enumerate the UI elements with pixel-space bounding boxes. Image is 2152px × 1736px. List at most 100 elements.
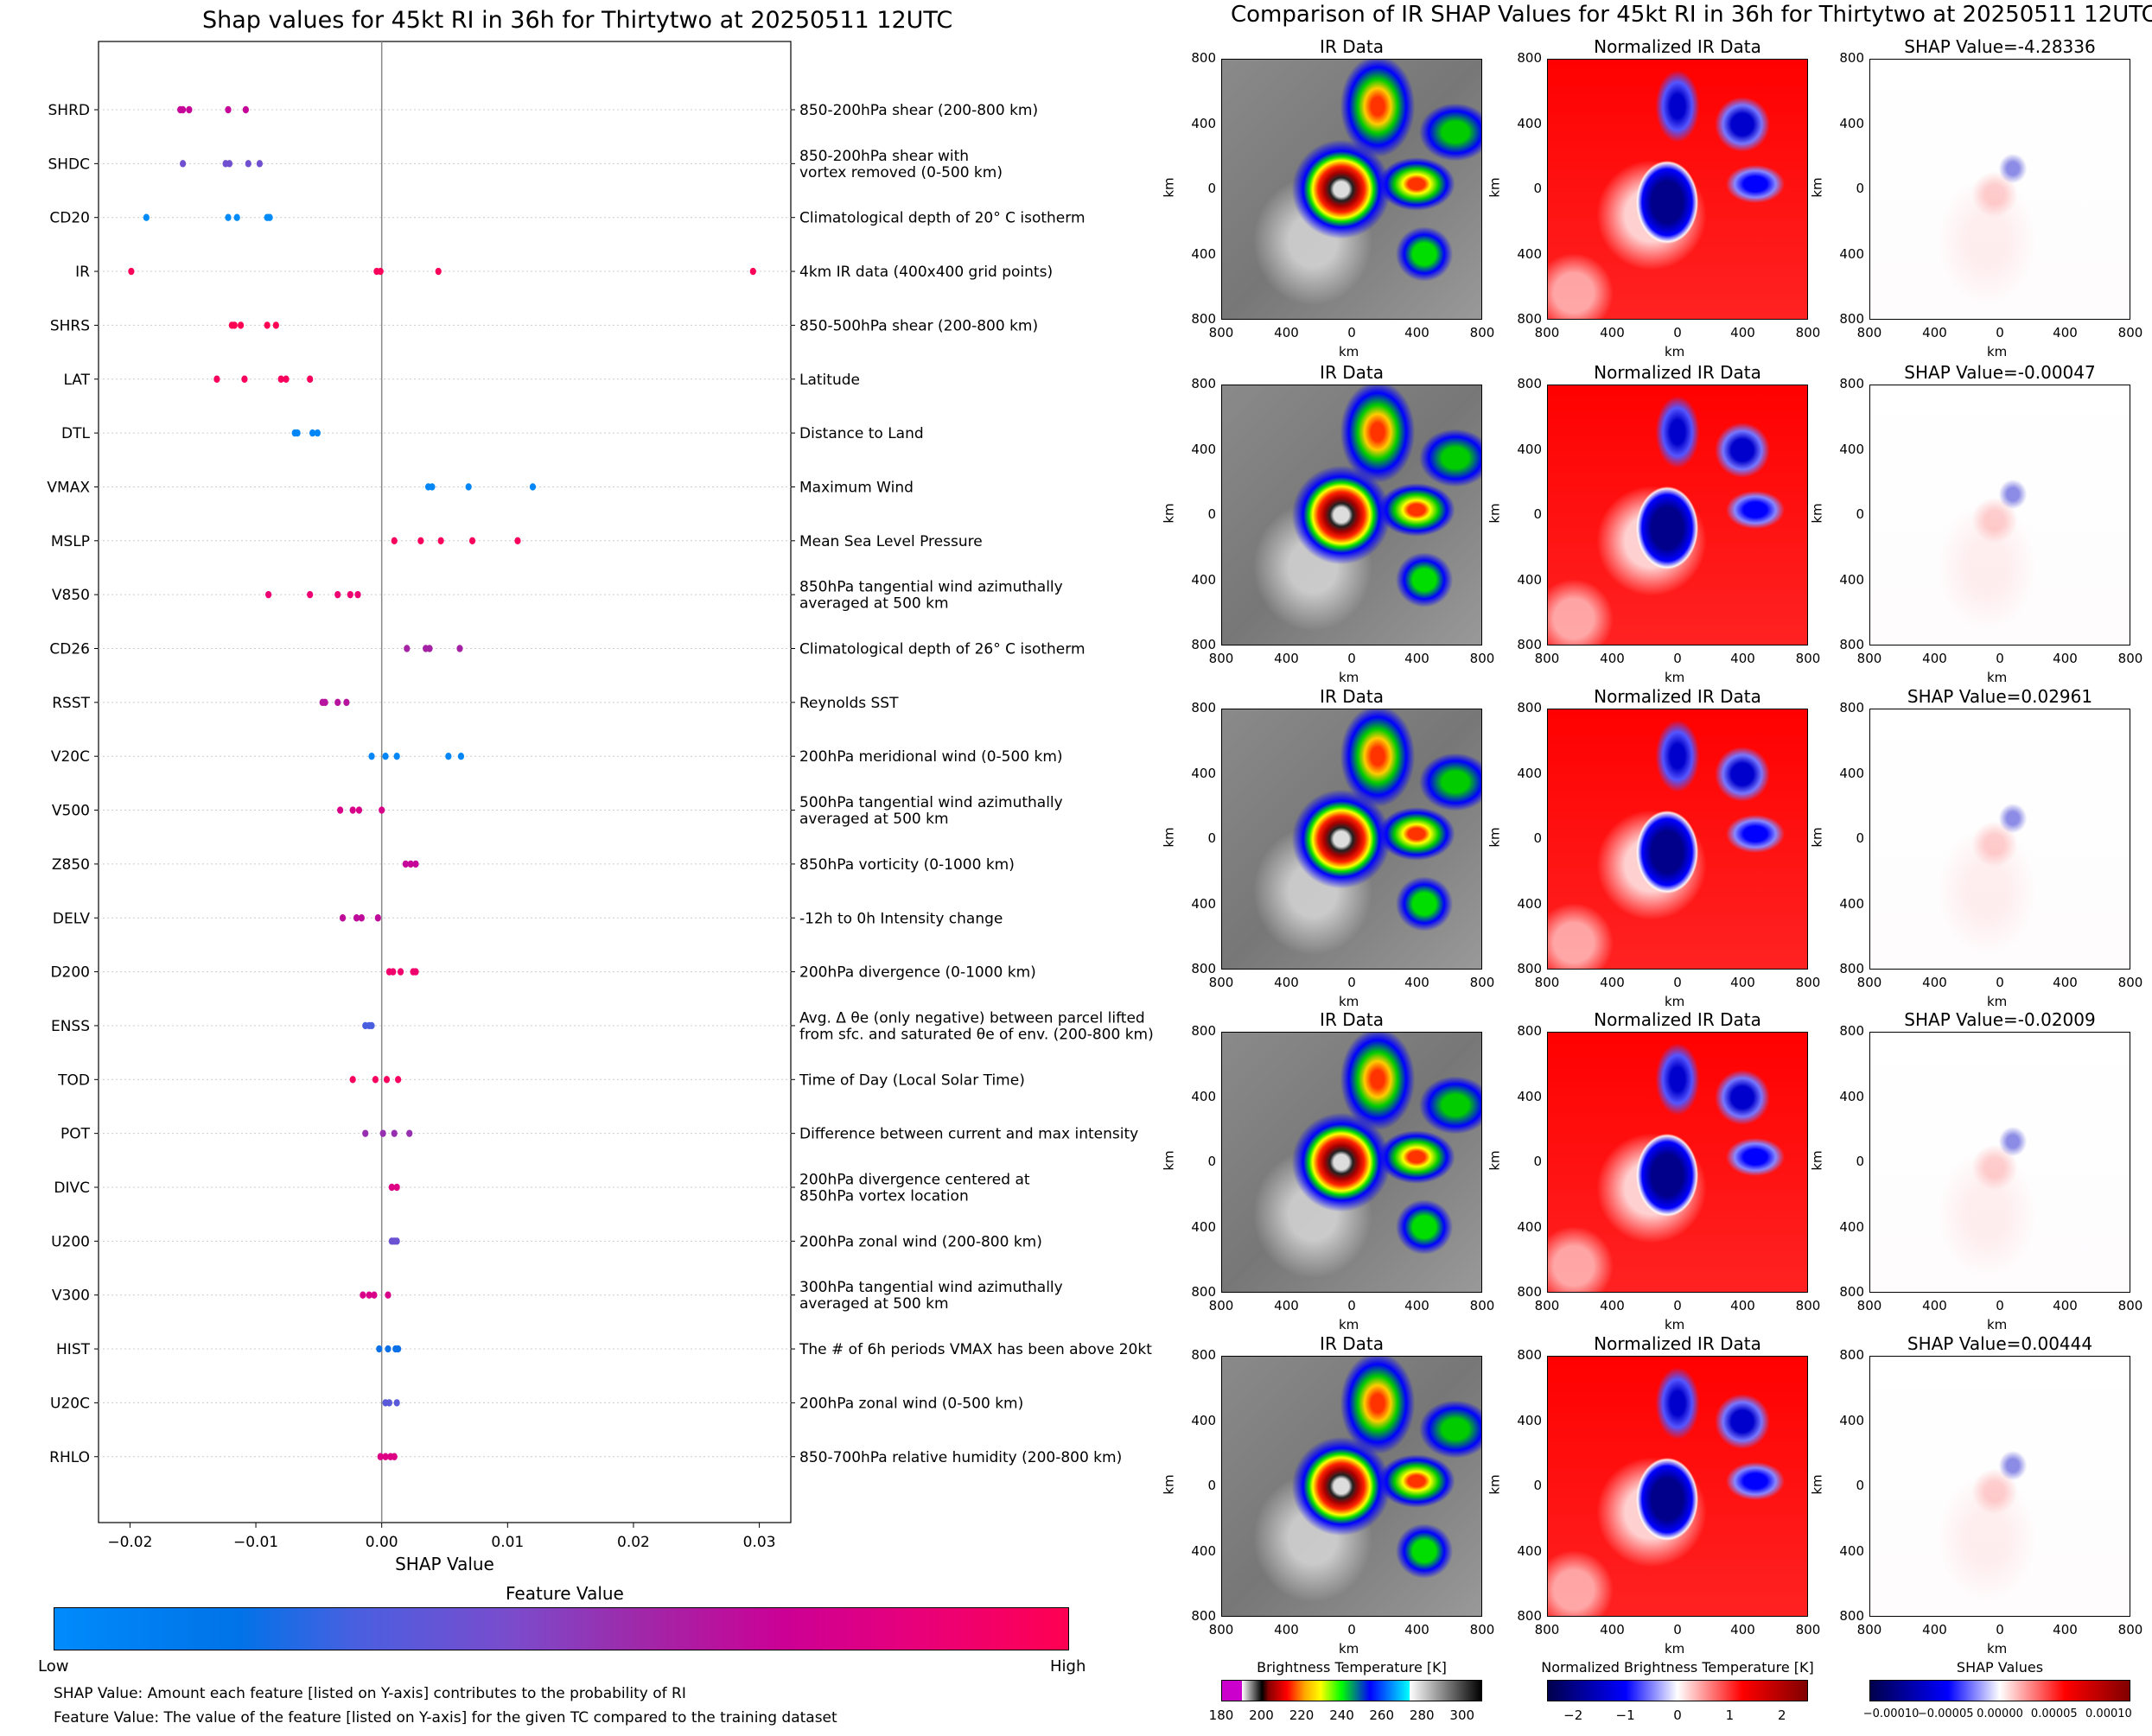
shap-dot <box>349 806 356 814</box>
panel-title: IR Data <box>1320 362 1384 383</box>
feature-description: 850hPa vortex location <box>799 1188 969 1205</box>
y-tick-label: 800 <box>1839 376 1864 391</box>
shap-dot <box>426 645 433 652</box>
shap-dot <box>242 105 249 114</box>
feature-label: TOD <box>57 1071 90 1089</box>
shap-dot <box>128 267 135 276</box>
shap-map-image <box>1869 709 2130 970</box>
feature-description: 200hPa zonal wind (0-500 km) <box>799 1395 1023 1412</box>
feature-description: 200hPa divergence centered at <box>799 1172 1030 1189</box>
colorbar-tick-label: 200 <box>1249 1707 1274 1723</box>
x-tick-label: 800 <box>1534 1298 1560 1313</box>
x-tick-label: 400 <box>1274 975 1299 990</box>
shap-dot <box>456 645 463 652</box>
shap-dot <box>391 537 398 544</box>
x-tick-label: 400 <box>1600 1298 1625 1313</box>
x-tick-label: 400 <box>1404 1622 1429 1637</box>
x-axis-label: km <box>1339 1317 1359 1332</box>
feature-description: 850-700hPa relative humidity (200-800 km… <box>799 1449 1122 1466</box>
feature-value-colorbar <box>54 1607 1069 1650</box>
x-tick-label: 0 <box>1673 651 1682 666</box>
shap-dot <box>393 753 400 760</box>
feature-label: HIST <box>56 1341 91 1358</box>
x-tick-label: 800 <box>1856 1298 1882 1313</box>
y-tick-label: 800 <box>1517 1023 1542 1039</box>
y-axis-label: km <box>1487 1474 1503 1495</box>
feature-label: SHRS <box>50 317 90 334</box>
shap-dot <box>417 537 424 544</box>
y-tick-label: 0 <box>1207 506 1216 522</box>
shap-dot <box>406 1129 413 1137</box>
y-tick-label: 400 <box>1191 441 1216 457</box>
ir-data-image <box>1221 709 1482 970</box>
y-tick-label: 0 <box>1207 1478 1216 1493</box>
y-tick-label: 800 <box>1839 1608 1864 1624</box>
x-axis-label: km <box>1665 1317 1685 1332</box>
x-tick-label: 400 <box>1922 1622 1947 1637</box>
x-axis-label: km <box>1987 670 2008 685</box>
x-tick-label: 800 <box>1469 1622 1495 1637</box>
x-tick-label: 800 <box>1534 651 1560 666</box>
feature-description: Climatological depth of 20° C isotherm <box>799 210 1086 227</box>
y-tick-label: 0 <box>1533 506 1542 522</box>
shap-map-image <box>1869 1032 2130 1293</box>
y-tick-label: 800 <box>1191 961 1216 976</box>
x-tick-label: 0.02 <box>617 1534 650 1551</box>
y-tick-label: 800 <box>1191 637 1216 652</box>
feature-description: 300hPa tangential wind azimuthally <box>799 1279 1063 1296</box>
feature-label: V850 <box>52 587 90 604</box>
panel-title: SHAP Value=-0.02009 <box>1904 1009 2096 1030</box>
colorbar-tick-label: 180 <box>1208 1707 1234 1723</box>
y-tick-label: 800 <box>1839 1023 1864 1039</box>
x-tick-label: 400 <box>1404 651 1429 666</box>
y-tick-label: 400 <box>1517 765 1542 781</box>
x-tick-label: 400 <box>1404 975 1429 990</box>
x-axis-label: km <box>1987 1641 2008 1657</box>
feature-description: The # of 6h periods VMAX has been above … <box>799 1341 1152 1358</box>
shap-dot <box>377 267 384 276</box>
x-tick-label: 400 <box>1274 1298 1299 1313</box>
x-axis-label: km <box>1987 1317 2008 1332</box>
shap-dot <box>465 483 472 491</box>
y-tick-label: 400 <box>1191 1088 1216 1104</box>
x-tick-label: 400 <box>2053 1622 2078 1637</box>
x-tick-label: 0 <box>1996 1622 2004 1637</box>
x-tick-label: 400 <box>1600 325 1625 340</box>
feature-description: 850hPa vorticity (0-1000 km) <box>799 856 1015 874</box>
x-tick-label: 400 <box>1274 325 1299 340</box>
x-tick-label: 0 <box>1347 1298 1356 1313</box>
shap-dot <box>179 160 187 168</box>
shap-dot <box>376 1345 383 1353</box>
y-tick-label: 400 <box>1517 1412 1542 1428</box>
feature-description: averaged at 500 km <box>799 595 949 613</box>
y-tick-label: 400 <box>1517 571 1542 588</box>
y-tick-label: 800 <box>1517 50 1542 66</box>
x-tick-label: 800 <box>1534 325 1560 340</box>
y-tick-label: 400 <box>1191 765 1216 781</box>
feature-label: DTL <box>61 425 90 442</box>
shap-dot <box>385 1291 392 1299</box>
x-axis-label: km <box>1665 1641 1685 1657</box>
x-tick-label: 800 <box>2117 1298 2143 1313</box>
y-tick-label: 0 <box>1533 181 1542 196</box>
shap-dot <box>266 213 273 221</box>
y-tick-label: 0 <box>1207 830 1216 846</box>
y-tick-label: 400 <box>1517 245 1542 262</box>
x-tick-label: 800 <box>1469 1298 1495 1313</box>
y-tick-label: 800 <box>1517 1284 1542 1300</box>
shap-dot <box>372 1076 379 1084</box>
shap-dot <box>360 1291 366 1299</box>
shap-dot <box>437 537 444 544</box>
y-axis-label: km <box>1487 503 1503 524</box>
shap-dot <box>382 753 389 760</box>
y-tick-label: 800 <box>1191 1284 1216 1300</box>
shap-dot <box>379 1129 386 1137</box>
feature-description: 850-500hPa shear (200-800 km) <box>799 317 1038 334</box>
x-tick-label: 800 <box>1208 1622 1234 1637</box>
x-tick-label: 400 <box>1730 651 1755 666</box>
x-tick-label: 400 <box>2053 325 2078 340</box>
x-tick-label: 0.01 <box>491 1534 524 1551</box>
y-tick-label: 800 <box>1191 1347 1216 1363</box>
x-tick-label: 400 <box>2053 1298 2078 1313</box>
shap-dot <box>393 1399 400 1407</box>
